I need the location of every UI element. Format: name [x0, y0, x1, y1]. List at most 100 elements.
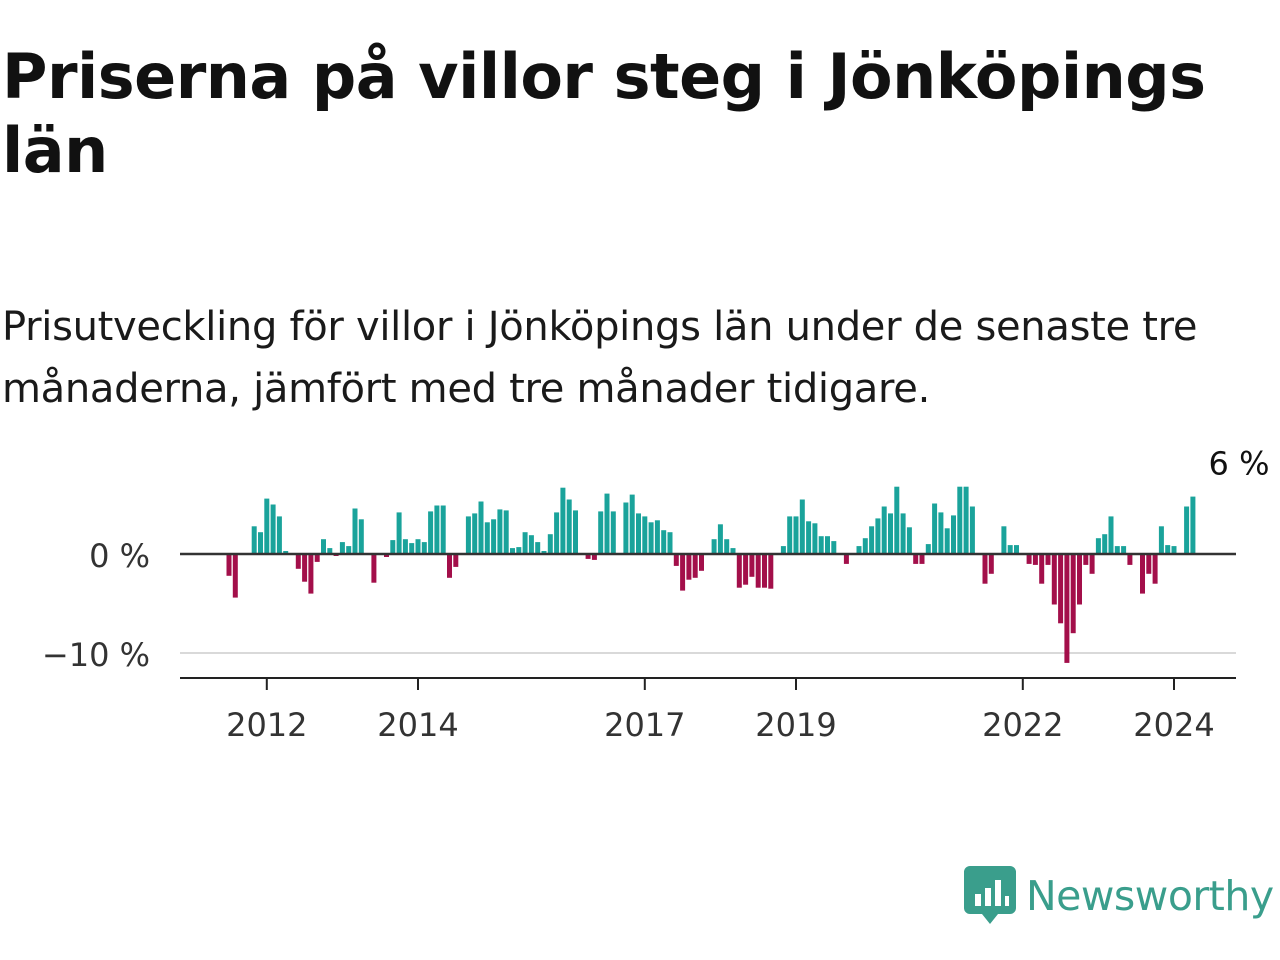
- x-tick-label: 2022: [982, 706, 1063, 744]
- bar: [894, 486, 900, 554]
- bar: [623, 502, 629, 554]
- bar: [888, 513, 893, 554]
- bar: [711, 539, 717, 554]
- bar: [749, 554, 755, 577]
- bar: [390, 540, 396, 554]
- bar: [371, 554, 377, 583]
- bar: [566, 499, 572, 554]
- x-tick-label: 2014: [377, 706, 458, 744]
- bar: [932, 503, 938, 554]
- bar: [440, 505, 446, 554]
- bar: [717, 524, 723, 554]
- bar: [510, 548, 515, 554]
- bar: [251, 526, 257, 554]
- chart-title: Priserna på villor steg i Jönköpings län: [2, 40, 1206, 187]
- bar: [560, 487, 566, 554]
- bar: [667, 532, 673, 554]
- bar: [573, 510, 578, 554]
- bar: [339, 542, 345, 554]
- bar: [358, 519, 364, 554]
- y-tick-label: −10 %: [42, 636, 150, 674]
- bar: [856, 546, 862, 554]
- bar: [604, 493, 610, 554]
- bar: [799, 499, 805, 554]
- bar: [302, 554, 308, 582]
- bar: [598, 511, 604, 554]
- bar: [648, 522, 654, 554]
- bar: [1007, 545, 1013, 554]
- bar: [547, 534, 553, 554]
- bar: [1127, 554, 1133, 565]
- bar: [591, 554, 597, 560]
- bar: [434, 505, 440, 554]
- bar: [768, 554, 774, 589]
- bar: [1121, 546, 1127, 554]
- bar: [503, 510, 509, 554]
- bar: [447, 554, 452, 578]
- bar: [812, 523, 818, 554]
- bar: [232, 554, 238, 598]
- bar: [491, 519, 497, 554]
- bar: [1114, 546, 1120, 554]
- bar: [352, 508, 358, 554]
- bar: [1045, 554, 1051, 565]
- bar: [963, 486, 969, 554]
- bar: [629, 494, 635, 554]
- bar: [686, 554, 692, 580]
- newsworthy-logo[interactable]: Newsworthy: [964, 864, 1274, 928]
- bar: [327, 548, 333, 554]
- bar: [1095, 538, 1101, 554]
- bar: [522, 532, 528, 554]
- tick-labels: 0 % −10 % 2012 2014 2017 2019 2022 2024 6 %: [42, 445, 1270, 744]
- bar: [913, 554, 919, 564]
- bar: [1077, 554, 1082, 605]
- bar: [1083, 554, 1089, 565]
- bar: [276, 516, 282, 554]
- bar: [610, 511, 616, 554]
- bar: [516, 547, 522, 554]
- bar: [951, 515, 956, 554]
- bar: [673, 554, 679, 566]
- bar: [484, 522, 490, 554]
- bar: [346, 546, 352, 554]
- bar: [1089, 554, 1095, 574]
- last-value-label: 6 %: [1209, 445, 1270, 483]
- bar: [472, 513, 478, 554]
- bar: [1184, 506, 1190, 554]
- bar: [661, 530, 667, 554]
- axes: [180, 552, 1236, 690]
- bar-chart: 0 % −10 % 2012 2014 2017 2019 2022 2024 6 %: [42, 445, 1270, 744]
- bar: [1014, 545, 1019, 554]
- bar: [944, 528, 950, 554]
- bar: [906, 527, 912, 554]
- bar: [1064, 554, 1070, 663]
- bar: [642, 516, 648, 554]
- y-tick-label: 0 %: [89, 537, 150, 575]
- bar: [1152, 554, 1158, 584]
- newsworthy-logo-icon: [964, 866, 1016, 924]
- x-tick-label: 2019: [755, 706, 836, 744]
- bar: [793, 516, 799, 554]
- bar: [982, 554, 988, 584]
- bar: [1146, 554, 1152, 574]
- bar: [699, 554, 704, 571]
- bar: [270, 504, 276, 554]
- bar: [1108, 516, 1114, 554]
- bar: [1102, 534, 1108, 554]
- bars: [226, 486, 1196, 663]
- bar: [535, 542, 541, 554]
- bar: [780, 546, 786, 554]
- bar: [736, 554, 742, 588]
- bar: [825, 536, 830, 554]
- bar: [988, 554, 994, 574]
- x-tick-label: 2012: [226, 706, 307, 744]
- bar: [283, 551, 289, 554]
- bar: [787, 516, 793, 554]
- bar: [692, 554, 698, 578]
- bar: [1158, 526, 1164, 554]
- bar: [1070, 554, 1076, 634]
- bar: [226, 554, 232, 576]
- bar: [862, 538, 868, 554]
- bar: [1140, 554, 1145, 594]
- logo-text: Newsworthy: [1026, 872, 1274, 920]
